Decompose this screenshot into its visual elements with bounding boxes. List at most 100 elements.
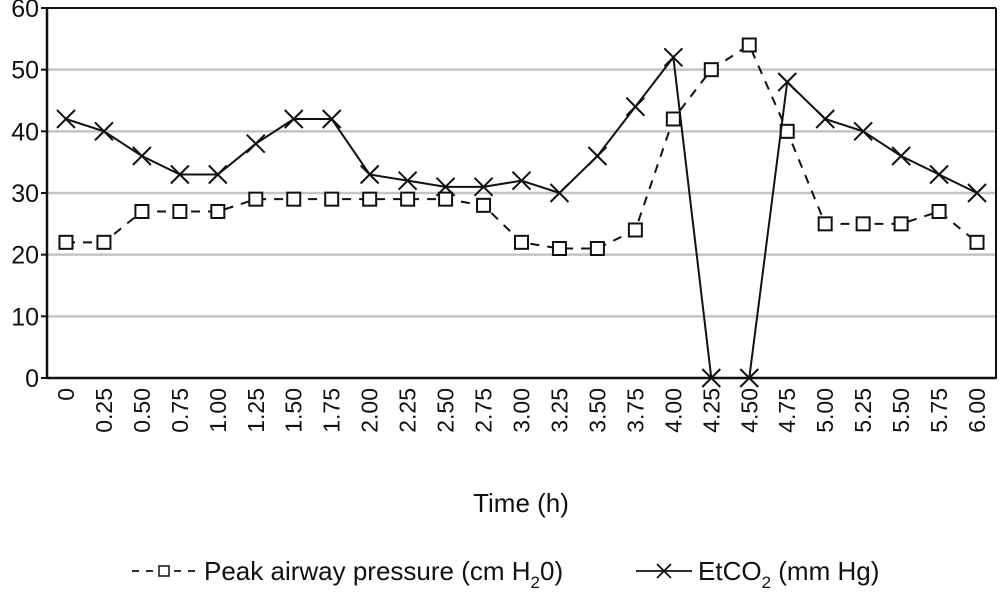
x-tick-label: 4.25 [698, 388, 724, 433]
series-etco2 [56, 47, 987, 388]
data-point-x [511, 170, 532, 191]
data-point-square [627, 222, 643, 238]
svg-text:Peak airway pressure (cm H20): Peak airway pressure (cm H20) [204, 556, 563, 592]
x-tick-label: 3.00 [509, 388, 535, 433]
data-point-square [476, 197, 492, 213]
x-tick-label: 1.50 [281, 388, 307, 433]
data-point-square [893, 216, 909, 232]
data-point-x [777, 72, 797, 92]
y-tick-label: 10 [11, 303, 39, 331]
x-tick-label: 5.00 [812, 388, 838, 433]
x-tick-label: 2.75 [471, 388, 497, 433]
data-point-square [400, 191, 416, 207]
data-point-square [969, 234, 985, 250]
data-point-x [56, 109, 76, 129]
x-tick-label: 2.50 [433, 388, 459, 433]
x-axis-label: Time (h) [473, 488, 569, 518]
data-point-square [931, 204, 947, 219]
series-peak-airway-pressure [58, 37, 985, 256]
data-point-x [625, 96, 646, 117]
data-point-x [663, 47, 684, 68]
legend-tail-etco2: (mm Hg) [771, 556, 879, 586]
legend-label-etco2: EtCO [698, 556, 762, 586]
x-tick-label: 2.25 [395, 388, 421, 433]
data-point-x [170, 164, 190, 185]
svg-text:EtCO2 (mm Hg): EtCO2 (mm Hg) [698, 556, 879, 592]
x-tick-label: 1.25 [243, 388, 269, 433]
legend-label-peak: Peak airway pressure (cm H [204, 556, 531, 586]
data-point-x [815, 109, 835, 129]
data-point-square [438, 191, 454, 207]
x-tick-label: 3.75 [622, 388, 648, 433]
y-tick-label: 0 [25, 365, 39, 393]
data-point-square [589, 241, 605, 256]
x-tick-label: 5.25 [850, 388, 876, 433]
data-point-x [132, 146, 152, 166]
legend-sub-peak: 2 [531, 573, 540, 592]
legend-tail-peak: 0) [540, 556, 563, 586]
data-point-x [891, 146, 911, 166]
data-point-square [741, 37, 757, 53]
legend-item-etco2: EtCO2 (mm Hg) [636, 556, 879, 592]
y-tick-label: 40 [11, 118, 39, 146]
y-tick-label: 60 [11, 0, 39, 23]
data-point-square [96, 234, 112, 250]
data-point-square [514, 234, 529, 250]
data-point-square [172, 204, 188, 219]
legend-marker-x [656, 563, 672, 579]
legend-marker-square [158, 565, 170, 577]
data-point-square [324, 191, 340, 207]
data-point-square [703, 62, 719, 78]
x-tick-label: 5.75 [926, 388, 952, 433]
data-point-x [587, 146, 608, 166]
data-point-square [134, 204, 150, 219]
series-line [65, 54, 978, 379]
data-point-x [359, 164, 380, 185]
data-point-x [549, 183, 570, 203]
x-tick-label: 4.00 [660, 388, 686, 433]
series-group [56, 37, 987, 388]
data-point-x [397, 170, 418, 191]
x-tick-label: 0.75 [167, 388, 193, 433]
x-tick-label: 6.00 [964, 388, 990, 433]
x-tick-label: 5.50 [888, 388, 914, 433]
data-point-square [58, 234, 74, 250]
data-point-x [853, 121, 873, 142]
data-point-square [855, 216, 871, 232]
data-point-x [208, 164, 228, 185]
legend: Peak airway pressure (cm H20) EtCO2 (mm … [132, 556, 879, 592]
data-point-square [817, 216, 833, 232]
data-point-square [362, 191, 378, 207]
data-point-x [321, 109, 342, 129]
x-tick-label: 0.50 [129, 388, 155, 433]
data-point-x [94, 121, 114, 142]
x-tick-label: 3.50 [584, 388, 610, 433]
legend-sub-etco2: 2 [762, 573, 771, 592]
x-axis-ticks: 0 0.25 0.50 0.75 1.00 1.25 1.50 1.75 2.00 2.25 2.5… [53, 388, 990, 433]
series-line [65, 43, 978, 250]
data-point-square [551, 241, 567, 256]
y-axis-ticks: 0 10 20 30 40 50 60 [11, 0, 47, 393]
data-point-x [284, 109, 304, 129]
y-tick-label: 20 [11, 242, 39, 270]
data-point-square [210, 204, 226, 219]
data-point-square [779, 123, 795, 139]
x-tick-label: 2.00 [357, 388, 383, 433]
y-tick-label: 30 [11, 180, 39, 208]
x-tick-label: 4.50 [736, 388, 762, 433]
data-point-x [967, 183, 987, 203]
x-tick-label: 0 [53, 388, 79, 401]
x-tick-label: 3.25 [546, 388, 572, 433]
x-tick-label: 0.25 [91, 388, 117, 433]
data-point-x [929, 164, 949, 185]
gridlines [47, 68, 996, 318]
x-tick-label: 1.75 [319, 388, 345, 433]
x-tick-label: 4.75 [774, 388, 800, 433]
data-point-square [286, 191, 302, 207]
data-point-x [246, 133, 266, 154]
data-point-square [248, 191, 264, 207]
data-point-x [473, 177, 494, 197]
y-tick-label: 50 [11, 57, 39, 85]
data-point-square [665, 111, 681, 127]
